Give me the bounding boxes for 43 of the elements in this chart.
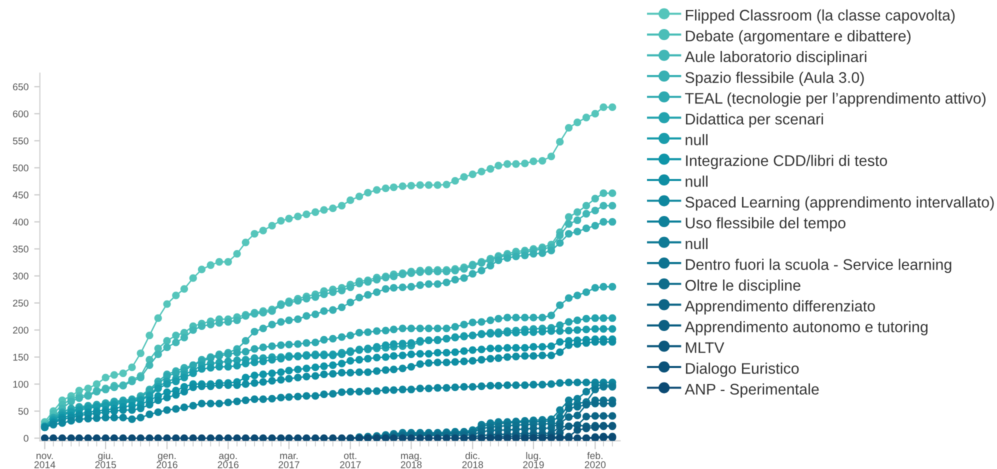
legend-label: null <box>686 176 708 187</box>
y-tick-label: 150 <box>13 354 28 361</box>
y-tick-label: 350 <box>12 246 28 253</box>
legend-label: Oltre le discipline <box>685 280 800 294</box>
legend-label: Debate (argomentare e dibattere) <box>686 30 911 44</box>
x-tick-label: ago. 2016 <box>218 454 239 468</box>
x-tick-label: dic. 2018 <box>462 452 484 468</box>
legend-label: Apprendimento autonomo e tutoring <box>684 321 928 336</box>
x-tick-label: lug. 2019 <box>523 452 544 468</box>
y-tick-label: 650 <box>13 83 28 90</box>
legend-label: Apprendimento differenziato <box>684 300 875 315</box>
x-tick-label: nov. 2014 <box>34 454 56 468</box>
legend-label: Dentro fuori la scuola - Service learning <box>686 258 952 273</box>
y-tick-label: 250 <box>13 300 28 307</box>
legend-label: Spazio flessibile (Aula 3.0) <box>685 72 864 86</box>
legend-label: Didattica per scenari <box>686 113 823 128</box>
y-tick-label: 400 <box>12 218 28 226</box>
y-tick-label: 600 <box>13 110 28 118</box>
y-tick-label: 500 <box>12 164 28 172</box>
legend-label: Flipped Classroom (la classe capovolta) <box>686 9 955 24</box>
legend-label: TEAL (tecnologie per l’apprendimento attivo) <box>685 92 986 107</box>
y-tick-label: 200 <box>13 326 28 334</box>
legend-label: MLTV <box>686 342 724 353</box>
legend-label: Uso flessibile del tempo <box>686 217 846 232</box>
legend-label: Dialogo Euristico <box>686 362 799 377</box>
y-tick-label: 550 <box>12 137 28 144</box>
x-tick-label: feb. 2020 <box>584 452 606 468</box>
legend-label: null <box>686 134 708 146</box>
legend-label: Aule laboratorio disciplinari <box>684 50 866 66</box>
y-tick-label: 300 <box>12 272 28 280</box>
y-tick-label: 0 <box>24 434 28 442</box>
legend-label: ANP - Sperimentale <box>684 383 819 398</box>
x-tick-label: gen. 2016 <box>156 454 178 468</box>
x-tick-label: giu. 2015 <box>95 452 116 468</box>
x-tick-label: mar. 2017 <box>278 454 300 468</box>
y-tick-label: 50 <box>18 408 28 415</box>
x-tick-label: ott. 2017 <box>340 452 361 468</box>
x-tick-label: mag. 2018 <box>400 454 422 468</box>
y-tick-label: 100 <box>13 380 28 388</box>
y-tick-label: 450 <box>12 192 28 198</box>
legend-label: Integrazione CDD/libri di testo <box>686 154 888 170</box>
legend-label: null <box>686 238 708 250</box>
legend-label: Spaced Learning (apprendimento intervallato) <box>685 196 994 211</box>
